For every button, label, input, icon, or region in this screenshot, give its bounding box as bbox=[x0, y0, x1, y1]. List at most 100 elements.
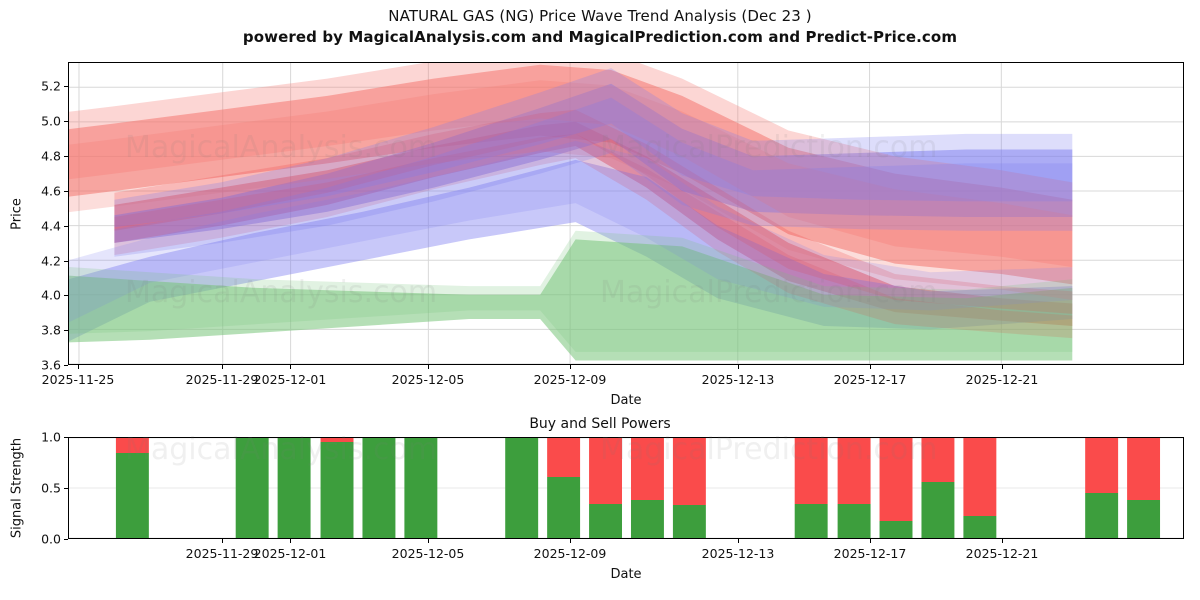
page-title: NATURAL GAS (NG) Price Wave Trend Analys… bbox=[388, 7, 812, 25]
price-band-overlay-5 bbox=[114, 97, 1073, 257]
price-y-tickmark bbox=[64, 156, 68, 158]
price-x-tick-label: 2025-11-25 bbox=[41, 372, 115, 387]
buy-power-bar[interactable] bbox=[879, 521, 913, 538]
price-y-tick-label: 3.8 bbox=[41, 322, 61, 338]
price-band-overlay-2 bbox=[114, 109, 1073, 314]
buy-power-bar[interactable] bbox=[672, 505, 706, 538]
price-band-overlay-0 bbox=[69, 63, 1073, 268]
price-x-tickmark bbox=[78, 365, 79, 369]
power-x-tick-label: 2025-12-17 bbox=[833, 546, 907, 561]
price-band-red-outer-upper bbox=[69, 64, 1073, 285]
buy-power-bar[interactable] bbox=[630, 500, 664, 538]
power-y-tick-label: 1.0 bbox=[41, 429, 61, 445]
price-y-tick-label: 5.0 bbox=[41, 113, 61, 129]
price-y-tickmark bbox=[64, 330, 68, 332]
price-band-overlay-1 bbox=[69, 80, 1073, 301]
price-band-overlay-7 bbox=[69, 230, 1073, 352]
buy-sell-powers-title: Buy and Sell Powers bbox=[529, 416, 671, 432]
buy-power-bar[interactable] bbox=[921, 482, 955, 538]
sell-power-bar[interactable] bbox=[115, 438, 149, 453]
sell-power-bar[interactable] bbox=[879, 438, 913, 521]
buy-power-bar[interactable] bbox=[1127, 500, 1161, 538]
page-subtitle: powered by MagicalAnalysis.com and Magic… bbox=[242, 28, 958, 46]
price-x-tick-label: 2025-11-29 bbox=[185, 372, 259, 387]
power-x-tickmark bbox=[290, 539, 291, 543]
power-x-tickmark bbox=[870, 539, 871, 543]
price-y-tickmark bbox=[64, 121, 68, 123]
power-x-tick-label: 2025-12-05 bbox=[391, 546, 465, 561]
price-band-overlay-4 bbox=[114, 68, 1073, 228]
power-x-tickmark bbox=[570, 539, 571, 543]
buy-power-bar[interactable] bbox=[362, 438, 396, 538]
price-x-tick-label: 2025-12-13 bbox=[701, 372, 775, 387]
buy-power-bar[interactable] bbox=[1085, 493, 1119, 538]
price-x-tickmark bbox=[870, 365, 871, 369]
buy-power-bar[interactable] bbox=[505, 438, 539, 538]
price-y-tick-label: 4.6 bbox=[41, 183, 61, 199]
price-band-blue-upper bbox=[114, 83, 1073, 243]
price-y-tick-label: 4.8 bbox=[41, 148, 61, 164]
buy-sell-powers-canvas bbox=[69, 438, 1183, 538]
price-x-tick-label: 2025-12-05 bbox=[391, 372, 465, 387]
price-x-tick-label: 2025-12-01 bbox=[253, 372, 327, 387]
power-x-tick-label: 2025-12-09 bbox=[533, 546, 607, 561]
power-x-tickmark bbox=[222, 539, 223, 543]
power-y-tick-label: 0.0 bbox=[41, 531, 61, 547]
sell-power-bar[interactable] bbox=[794, 438, 828, 504]
price-y-tickmark bbox=[64, 260, 68, 262]
sell-power-bar[interactable] bbox=[837, 438, 871, 504]
buy-power-bar[interactable] bbox=[277, 438, 311, 538]
power-x-tickmark bbox=[738, 539, 739, 543]
sell-power-bar[interactable] bbox=[672, 438, 706, 505]
buy-sell-powers-plot-area bbox=[68, 437, 1184, 539]
price-y-tick-label: 3.6 bbox=[41, 357, 61, 373]
buy-power-bar[interactable] bbox=[115, 453, 149, 538]
sell-power-bar[interactable] bbox=[963, 438, 997, 516]
price-x-axis-label: Date bbox=[610, 393, 642, 408]
sell-power-bar[interactable] bbox=[1127, 438, 1161, 500]
power-y-tickmark bbox=[64, 437, 68, 438]
power-x-axis-label: Date bbox=[610, 567, 642, 582]
price-x-tickmark bbox=[222, 365, 223, 369]
buy-power-bar[interactable] bbox=[589, 504, 623, 538]
buy-power-bar[interactable] bbox=[837, 504, 871, 538]
power-x-tickmark bbox=[1002, 539, 1003, 543]
price-y-tickmark bbox=[64, 365, 68, 366]
buy-power-bar[interactable] bbox=[963, 516, 997, 538]
power-y-tickmark bbox=[64, 488, 68, 489]
price-y-tick-label: 4.2 bbox=[41, 253, 61, 269]
price-x-tickmark bbox=[570, 365, 571, 369]
sell-power-bar[interactable] bbox=[547, 438, 581, 477]
sell-power-bar[interactable] bbox=[921, 438, 955, 482]
price-x-tick-label: 2025-12-21 bbox=[965, 372, 1039, 387]
power-y-tickmark bbox=[64, 539, 68, 540]
chart-title-block: NATURAL GAS (NG) Price Wave Trend Analys… bbox=[0, 6, 1200, 48]
price-band-overlay-6 bbox=[69, 140, 1073, 323]
price-y-tick-label: 4.0 bbox=[41, 287, 61, 303]
buy-power-bar[interactable] bbox=[320, 442, 354, 538]
price-x-tickmark bbox=[428, 365, 429, 369]
price-y-tick-label: 5.2 bbox=[41, 78, 61, 94]
power-x-tick-label: 2025-12-01 bbox=[253, 546, 327, 561]
buy-power-bar[interactable] bbox=[404, 438, 438, 538]
price-band-overlay-3 bbox=[114, 133, 1073, 339]
power-x-tick-label: 2025-11-29 bbox=[185, 546, 259, 561]
power-x-tick-label: 2025-12-13 bbox=[701, 546, 775, 561]
sell-power-bar[interactable] bbox=[1085, 438, 1119, 493]
price-y-tickmark bbox=[64, 86, 68, 88]
price-x-tickmark bbox=[1002, 365, 1003, 369]
power-x-tick-label: 2025-12-21 bbox=[965, 546, 1039, 561]
power-x-tickmark bbox=[428, 539, 429, 543]
sell-power-bar[interactable] bbox=[589, 438, 623, 504]
sell-power-bar[interactable] bbox=[320, 438, 354, 442]
power-y-tick-label: 0.5 bbox=[41, 480, 61, 496]
sell-power-bar[interactable] bbox=[630, 438, 664, 500]
price-x-tick-label: 2025-12-17 bbox=[833, 372, 907, 387]
price-wave-canvas bbox=[69, 63, 1183, 364]
buy-power-bar[interactable] bbox=[235, 438, 269, 538]
price-y-axis-label: Price bbox=[9, 197, 25, 230]
price-x-tick-label: 2025-12-09 bbox=[533, 372, 607, 387]
buy-power-bar[interactable] bbox=[794, 504, 828, 538]
buy-power-bar[interactable] bbox=[547, 477, 581, 538]
